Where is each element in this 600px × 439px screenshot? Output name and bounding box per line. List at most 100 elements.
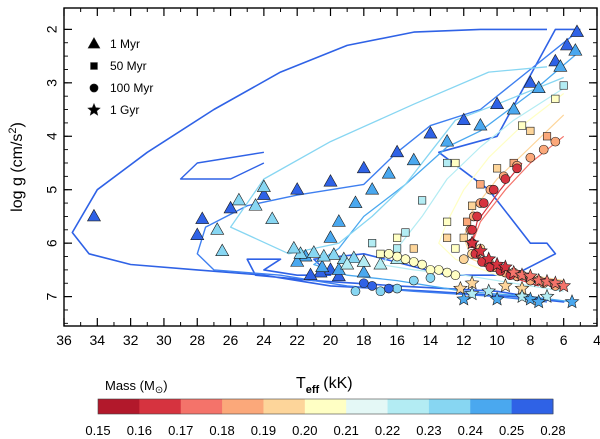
colorbar-swatch <box>470 399 513 414</box>
marker-circle-11-2 <box>488 184 499 195</box>
colorbar: 0.15 0.16 0.17 0.18 0.19 0.20 0.21 0.22 0.23 0.24… <box>85 398 566 438</box>
marker-triangle-1-4 <box>473 117 488 131</box>
marker-star-14-3 <box>489 256 505 271</box>
marker-triangle-0-14 <box>190 227 205 240</box>
marker-triangle-2-13 <box>256 179 271 192</box>
marker-circle-8-5 <box>408 257 419 267</box>
marker-square-5-1 <box>517 121 527 130</box>
marker-triangle-3-1 <box>373 256 388 270</box>
marker-triangle-0-3 <box>523 75 538 88</box>
marker-circle-13-0 <box>383 283 394 294</box>
marker-triangle-1-16 <box>356 264 371 278</box>
colorbar-tick-label: 0.20 <box>292 423 317 438</box>
marker-square-4-0 <box>559 81 568 90</box>
legend-label: 50 Myr <box>110 59 147 73</box>
marker-circle-11-5 <box>467 224 477 235</box>
legend: 1 Myr 50 Myr 100 Myr 1 Gyr <box>87 37 153 117</box>
marker-triangle-0-18 <box>303 267 318 281</box>
colorbar-tick-label: 0.21 <box>334 423 359 438</box>
marker-triangle-2-10 <box>231 192 246 206</box>
marker-circle-12-4 <box>350 286 361 297</box>
marker-triangle-2-7 <box>286 240 301 254</box>
marker-star-16-1 <box>453 280 468 295</box>
marker-square-5-5 <box>393 233 402 242</box>
marker-star-14-0 <box>464 235 480 250</box>
marker-triangle-0-13 <box>195 211 210 224</box>
marker-triangle-1-7 <box>381 166 396 179</box>
legend-symbol-star <box>87 102 101 116</box>
marker-triangle-2-4 <box>316 248 331 262</box>
marker-circle-12-2 <box>392 283 402 294</box>
colorbar-swatch <box>304 399 347 414</box>
marker-triangle-0-10 <box>290 182 305 195</box>
colorbar-swatch <box>222 399 264 414</box>
marker-circle-11-1 <box>500 174 511 184</box>
colorbar-tick-label: 0.15 <box>85 423 110 438</box>
marker-triangle-2-9 <box>248 198 263 211</box>
marker-square-4-4 <box>393 244 402 253</box>
y-axis-title: log g (cm/s2) <box>7 122 26 212</box>
marker-square-6-5 <box>409 244 418 253</box>
marker-square-6-2 <box>468 201 477 210</box>
colorbar-swatch <box>511 399 554 414</box>
marker-star-14-1 <box>472 243 488 258</box>
marker-square-4-2 <box>418 196 427 205</box>
marker-circle-13-2 <box>359 278 369 289</box>
marker-circle-9-2 <box>458 254 469 264</box>
x-axis-title-sub: eff <box>306 384 320 396</box>
marker-star-15-4 <box>539 273 555 288</box>
marker-star-16-2 <box>497 278 513 293</box>
x-axis-title-unit: (kK) <box>323 375 352 392</box>
legend-label: 1 Gyr <box>110 103 139 117</box>
colorbar-title-sub: ⊙ <box>155 385 163 396</box>
marker-triangle-2-12 <box>210 222 225 235</box>
colorbar-swatch <box>139 399 182 414</box>
marker-circle-10-0 <box>550 136 561 147</box>
marker-triangle-2-1 <box>346 250 361 263</box>
marker-triangle-1-8 <box>365 182 380 195</box>
marker-circle-10-1 <box>538 144 549 155</box>
marker-triangle-1-6 <box>406 152 421 166</box>
marker-square-5-6 <box>376 249 385 258</box>
y-tick-label: 4 <box>44 132 60 140</box>
colorbar-swatch <box>263 399 306 414</box>
marker-square-6-3 <box>459 233 468 242</box>
marker-square-4-1 <box>443 158 452 168</box>
marker-star-17-3 <box>539 288 555 303</box>
marker-circle-8-4 <box>417 259 427 270</box>
x-tick-label: 6 <box>560 332 568 348</box>
x-tick-label: 22 <box>289 332 305 348</box>
marker-square-5-3 <box>443 217 452 226</box>
track-line-0 <box>71 28 581 303</box>
marker-star-14-2 <box>481 251 497 266</box>
marker-triangle-3-2 <box>356 254 371 267</box>
marker-circle-8-1 <box>442 267 452 278</box>
legend-symbol-square <box>90 62 98 70</box>
marker-star-15-1 <box>514 267 530 282</box>
marker-square-7-2 <box>476 180 485 189</box>
marker-star-18-3 <box>531 294 547 309</box>
marker-star-17-2 <box>514 288 530 303</box>
marker-square-5-2 <box>451 158 460 168</box>
marker-circle-8-6 <box>400 254 411 264</box>
colorbar-tick-label: 0.23 <box>416 423 441 438</box>
y-tick-label: 6 <box>44 239 60 247</box>
marker-circle-12-3 <box>375 286 386 297</box>
colorbar-tick-label: 0.18 <box>209 423 234 438</box>
marker-square-6-4 <box>443 233 452 242</box>
marker-triangle-0-5 <box>456 112 471 126</box>
marker-circle-8-2 <box>433 265 444 275</box>
marker-square-6-0 <box>526 126 535 135</box>
marker-triangle-1-10 <box>331 214 346 227</box>
legend-label: 1 Myr <box>110 37 140 51</box>
marker-star-18-1 <box>489 291 505 306</box>
x-tick-label: 36 <box>56 332 72 348</box>
marker-circle-8-7 <box>392 251 402 262</box>
x-tick-label: 8 <box>526 332 534 348</box>
marker-star-15-6 <box>556 278 572 293</box>
colorbar-tick-label: 0.17 <box>168 423 193 438</box>
marker-star-17-0 <box>464 286 480 301</box>
marker-star-17-1 <box>481 283 497 298</box>
x-tick-label: 18 <box>356 332 372 348</box>
x-tick-label: 4 <box>593 332 600 348</box>
